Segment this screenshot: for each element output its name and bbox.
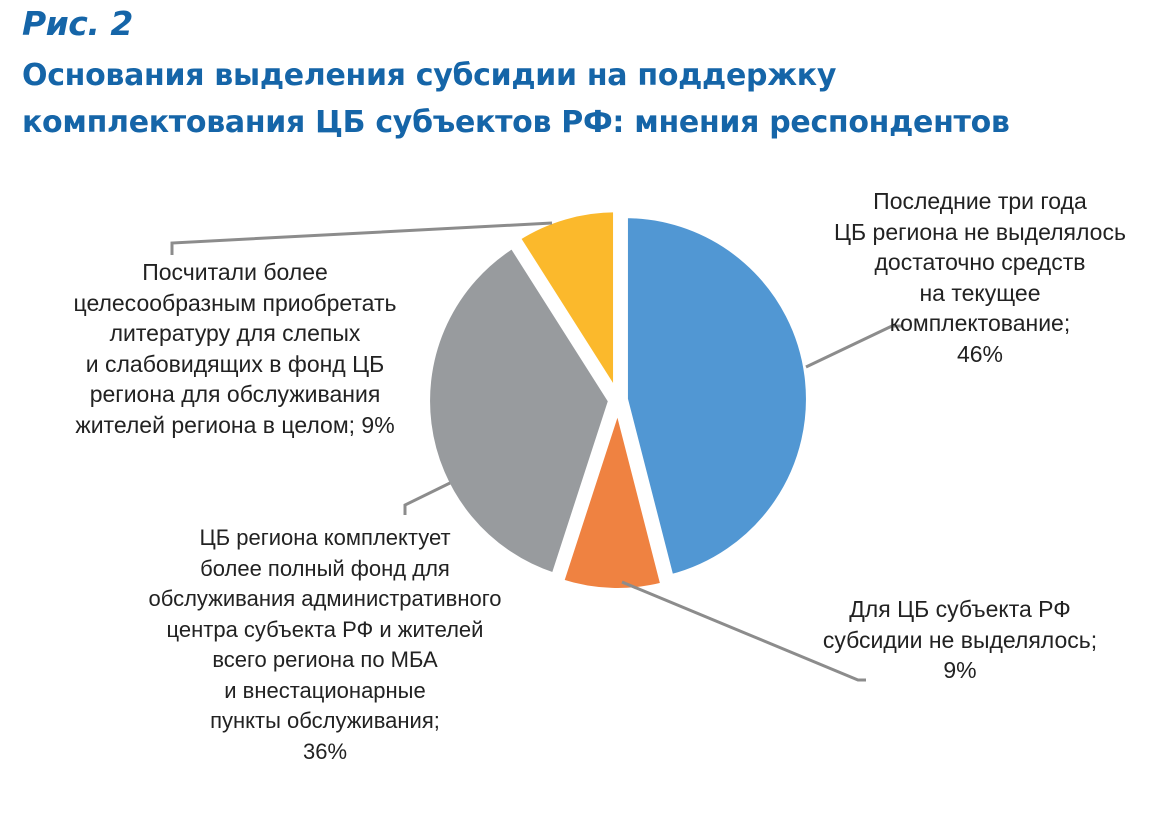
slice-label: Последние три года ЦБ региона не выделяло… [800, 186, 1150, 369]
slice-label-line: 36% [302, 738, 348, 764]
slice-label-line: жителей региона в целом; 9% [75, 411, 395, 438]
title-line: Основания выделения субсидии на поддержк… [22, 58, 837, 93]
slice-label-line: 9% [943, 657, 977, 683]
leader-line [621, 580, 866, 682]
slice-label-line: Для ЦБ субъекта РФ [849, 596, 1071, 622]
leader-line [805, 324, 902, 369]
slice-label-line: ЦБ региона не выделялось [834, 218, 1126, 245]
slice-label-line: 46% [956, 340, 1004, 367]
title-line: комплектования ЦБ субъектов РФ: мнения р… [22, 105, 1010, 140]
slice-label-line: на текущее [919, 279, 1041, 306]
slice-label-line: всего региона по МБА [212, 647, 438, 672]
pie-slice [424, 241, 615, 580]
slice-label-line: и слабовидящих в фонд ЦБ [85, 350, 385, 377]
slice-label-line: Посчитали более [142, 259, 328, 285]
slice-label: ЦБ региона комплектует более полный фонд … [90, 523, 560, 767]
slice-label-line: литературу для слепых [109, 320, 361, 346]
slice-label-line: региона для обслуживания [89, 381, 381, 407]
leader-line [403, 481, 451, 515]
pie-slice [557, 396, 668, 594]
pie-slice [513, 206, 620, 404]
slice-label-line: более полный фонд для [200, 555, 450, 581]
slice-label-line: достаточно средств [874, 249, 1086, 275]
chart-title: Основания выделения субсидии на поддержк… [22, 52, 1010, 146]
slice-label-line: комплектование; [889, 310, 1071, 336]
slice-label-line: центра субъекта РФ и жителей [166, 616, 484, 642]
slice-label-line: пункты обслуживания; [210, 708, 440, 733]
slice-label-line: ЦБ региона комплектует [199, 525, 451, 550]
pie-slice [621, 212, 812, 581]
slice-label-line: обслуживания административного [148, 586, 502, 611]
leader-line [170, 221, 553, 255]
slice-label-line: Последние три года [873, 188, 1087, 214]
figure-number: Рис. 2 [22, 4, 133, 43]
slice-label-line: субсидии не выделялось; [822, 626, 1098, 653]
slice-label-line: целесообразным приобретать [73, 289, 397, 316]
slice-label-line: и внестационарные [224, 677, 426, 703]
slice-label: Для ЦБ субъекта РФ субсидии не выделялось… [780, 594, 1140, 686]
slice-label: Посчитали более целесообразным приобретат… [20, 257, 450, 440]
